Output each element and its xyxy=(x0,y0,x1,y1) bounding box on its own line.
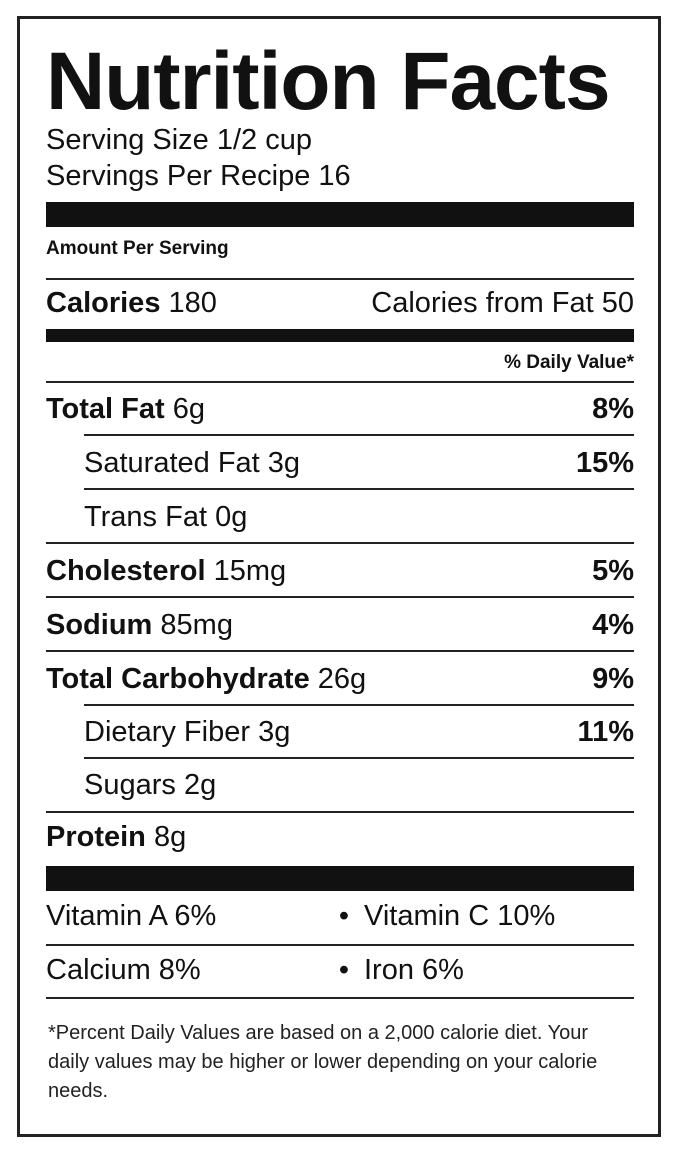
vitamin-row: Vitamin A 6% • Vitamin C 10% xyxy=(46,896,634,936)
daily-value-header: % Daily Value* xyxy=(504,352,634,373)
thick-divider xyxy=(46,202,634,227)
nutrient-pct: 4% xyxy=(592,608,634,641)
nutrient-pct: 11% xyxy=(577,715,634,748)
calories-value: 180 xyxy=(168,286,217,319)
vitamin-c: Vitamin C 10% xyxy=(364,899,556,932)
nutrient-amount: 26g xyxy=(317,662,367,695)
mineral-row: Calcium 8% • Iron 6% xyxy=(46,950,634,990)
calories-row: Calories 180 Calories from Fat 50 xyxy=(46,283,634,323)
nutrient-row-total-fat: Total Fat 6g 8% xyxy=(46,389,634,429)
label-title: Nutrition Facts xyxy=(46,36,611,127)
nutrient-amount: 85mg xyxy=(160,608,233,641)
calories-from-fat: Calories from Fat 50 xyxy=(371,286,634,319)
nutrient-amount: 15mg xyxy=(213,554,287,587)
nutrient-name: Total Fat xyxy=(46,392,165,425)
divider xyxy=(84,488,634,490)
divider xyxy=(46,381,634,383)
divider xyxy=(46,650,634,652)
nutrient-row-trans-fat: Trans Fat 0g xyxy=(84,497,634,537)
nutrient-name: Sugars xyxy=(84,768,176,801)
footnote: *Percent Daily Values are based on a 2,0… xyxy=(48,1022,598,1102)
nutrient-amount: 3g xyxy=(258,715,291,748)
nutrient-name: Dietary Fiber xyxy=(84,715,250,748)
nutrient-amount: 6g xyxy=(172,392,206,425)
calories-label: Calories xyxy=(46,286,161,319)
divider xyxy=(46,542,634,544)
nutrient-pct: 8% xyxy=(592,392,634,425)
divider xyxy=(84,434,634,436)
vitamin-a: Vitamin A 6% xyxy=(46,899,217,932)
medium-divider xyxy=(46,329,634,342)
nutrient-name: Sodium xyxy=(46,608,153,641)
divider xyxy=(46,944,634,946)
divider xyxy=(84,704,634,706)
nutrient-pct: 9% xyxy=(592,662,634,695)
bullet: • xyxy=(338,899,350,932)
nutrient-pct: 15% xyxy=(575,446,634,479)
divider xyxy=(46,997,634,999)
divider xyxy=(46,811,634,813)
divider xyxy=(84,757,634,759)
iron: Iron 6% xyxy=(364,953,464,986)
nutrient-amount: 8g xyxy=(153,820,187,853)
amount-per-serving: Amount Per Serving xyxy=(46,238,229,259)
nutrient-row-dietary-fiber: Dietary Fiber 3g 11% xyxy=(84,712,634,752)
nutrient-name: Saturated Fat xyxy=(84,446,260,479)
nutrient-row-protein: Protein 8g xyxy=(46,817,634,857)
nutrient-row-sodium: Sodium 85mg 4% xyxy=(46,605,634,645)
nutrient-row-saturated-fat: Saturated Fat 3g 15% xyxy=(84,443,634,483)
nutrient-amount: 3g xyxy=(267,446,301,479)
nutrient-name: Protein xyxy=(46,820,146,853)
nutrient-name: Trans Fat xyxy=(84,500,208,533)
nutrient-pct: 5% xyxy=(592,554,634,587)
servings-per-recipe: Servings Per Recipe 16 xyxy=(46,160,351,192)
divider xyxy=(46,596,634,598)
nutrition-label: Nutrition Facts Serving Size 1/2 cup Ser… xyxy=(17,16,661,1137)
nutrient-row-total-carbohydrate: Total Carbohydrate 26g 9% xyxy=(46,659,634,699)
nutrient-amount: 2g xyxy=(183,768,217,801)
nutrient-name: Total Carbohydrate xyxy=(46,662,310,695)
divider xyxy=(46,278,634,280)
nutrient-row-cholesterol: Cholesterol 15mg 5% xyxy=(46,551,634,591)
serving-size: Serving Size 1/2 cup xyxy=(46,124,312,156)
nutrient-amount: 0g xyxy=(215,500,248,533)
nutrient-name: Cholesterol xyxy=(46,554,206,587)
thick-divider xyxy=(46,866,634,891)
nutrient-row-sugars: Sugars 2g xyxy=(84,765,634,805)
bullet: • xyxy=(338,953,350,986)
calcium: Calcium 8% xyxy=(46,953,201,986)
